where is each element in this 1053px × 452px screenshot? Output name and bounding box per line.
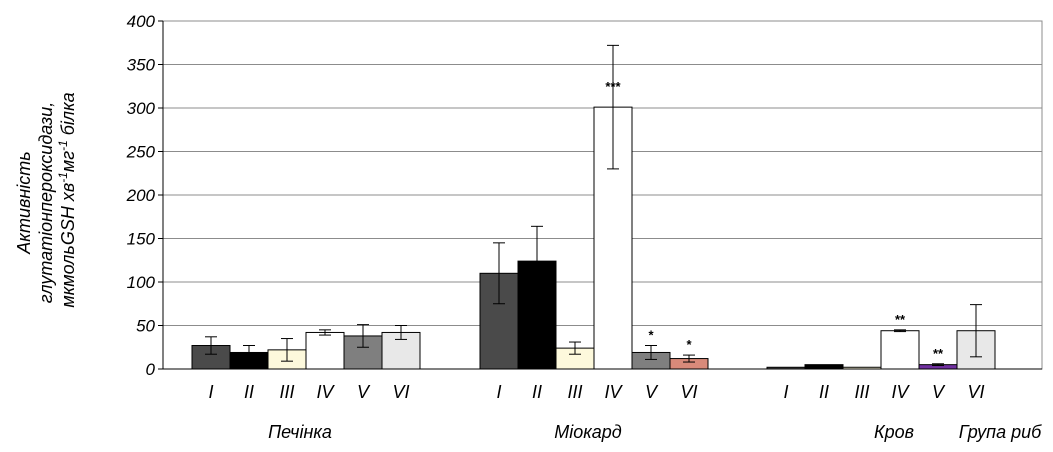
y-tick-label: 350: [127, 56, 156, 75]
axes: 0 50 100 150 200 250 300 350 400: [126, 12, 1042, 379]
group-label: Печінка: [268, 422, 332, 442]
significance-marker: **: [895, 312, 906, 327]
y-tick-label: 250: [126, 143, 156, 162]
y-tick-label: 50: [136, 317, 155, 336]
error-bars: [205, 44, 982, 367]
category-label: III: [567, 382, 582, 402]
y-tick-label: 400: [127, 12, 156, 31]
y-tick-label: 300: [127, 99, 156, 118]
category-label: III: [279, 382, 294, 402]
category-label: VI: [392, 382, 409, 402]
category-label: II: [244, 382, 254, 402]
group-label: Кров: [874, 422, 914, 442]
significance-marker: *: [648, 328, 654, 343]
bars: [191, 106, 996, 370]
category-label: VI: [967, 382, 984, 402]
bar: [305, 331, 345, 370]
category-label: V: [932, 382, 946, 402]
y-axis-title-line3: мкмольGSH хв-1мг-1 білка: [56, 92, 78, 307]
category-label: IV: [891, 382, 910, 402]
category-label: V: [645, 382, 659, 402]
category-label: II: [532, 382, 542, 402]
category-label: III: [854, 382, 869, 402]
category-label: V: [357, 382, 371, 402]
category-label: VI: [680, 382, 697, 402]
y-axis-title: Активність глутатіонпероксидази, мкмольG…: [14, 92, 78, 307]
category-label: I: [496, 382, 501, 402]
bar: [804, 364, 844, 370]
bar: [880, 330, 920, 370]
significance-marker: ***: [605, 79, 621, 94]
y-tick-label: 150: [127, 230, 156, 249]
y-tick-label: 100: [127, 273, 156, 292]
category-label: I: [783, 382, 788, 402]
category-label: IV: [316, 382, 335, 402]
y-tick-label: 0: [146, 360, 156, 379]
y-tick-label: 200: [126, 186, 156, 205]
significance-marker: *: [686, 337, 692, 352]
category-label: I: [208, 382, 213, 402]
x-axis-title: Група риб: [959, 422, 1042, 442]
y-axis-title-line2: глутатіонпероксидази,: [36, 102, 56, 304]
significance-marker: **: [933, 346, 944, 361]
y-axis-title-line1: Активність: [14, 151, 34, 254]
category-label: II: [819, 382, 829, 402]
group-label: Міокард: [554, 422, 622, 442]
category-label: IV: [604, 382, 623, 402]
